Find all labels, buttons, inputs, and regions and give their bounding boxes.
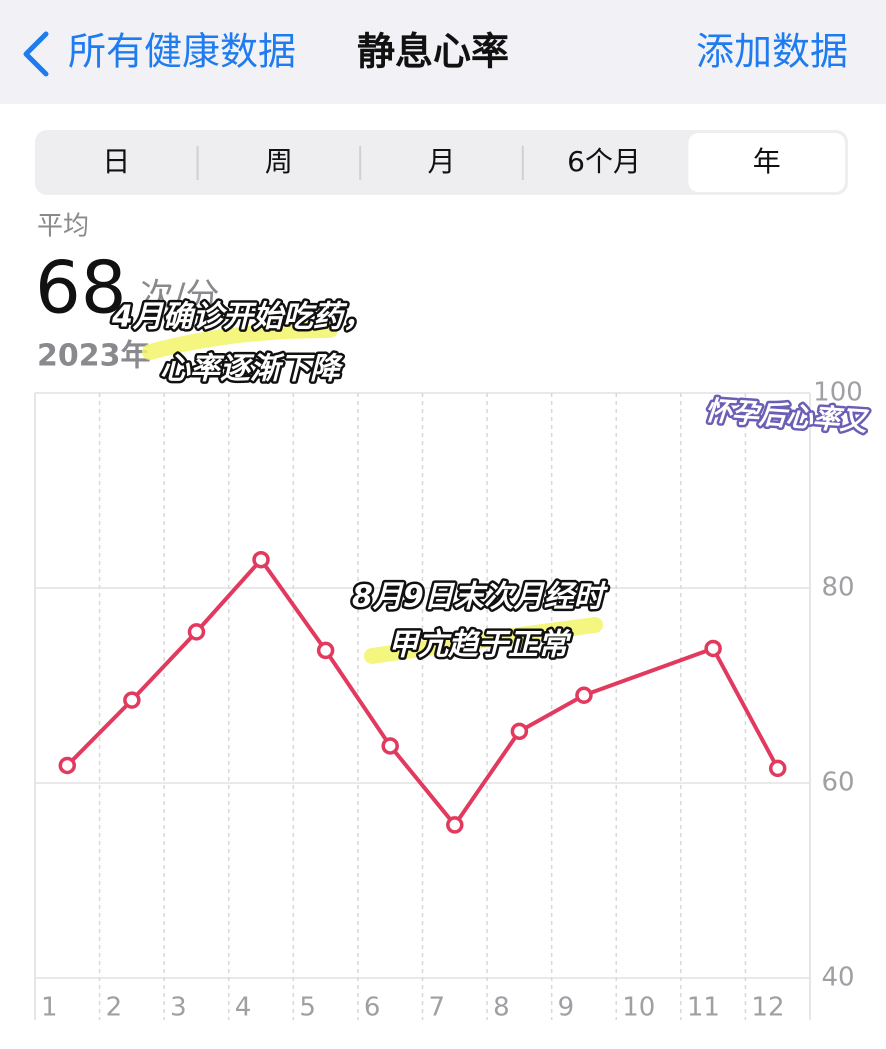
x-tick-label: 9 [558, 993, 575, 1023]
period: 2023年 [37, 339, 151, 374]
point [446, 816, 464, 834]
highlight [142, 322, 338, 360]
y-tick-label: 60 [821, 768, 854, 798]
point [575, 686, 593, 704]
point [704, 639, 722, 658]
average-value: 68 [35, 246, 127, 330]
segmented-control [35, 130, 848, 195]
x-tick-label: 11 [687, 993, 720, 1023]
y-tick-label: 80 [821, 573, 854, 603]
page-title: 静息心率 [357, 30, 509, 74]
point [58, 756, 77, 775]
segment[interactable]: 6个月 [567, 145, 641, 178]
point [187, 623, 206, 641]
annotation: 4月确诊开始吃药， [111, 300, 373, 335]
x-tick-label: 6 [364, 993, 381, 1023]
x-tick-label: 8 [493, 993, 510, 1023]
nav-bar [0, 0, 886, 104]
point [123, 691, 141, 709]
segment[interactable]: 周 [265, 145, 293, 178]
point [768, 759, 787, 778]
y-tick-label: 40 [821, 963, 854, 993]
x-tick-label: 3 [170, 993, 187, 1023]
segment[interactable]: 日 [102, 145, 130, 178]
x-tick-label: 10 [622, 993, 655, 1023]
point [316, 641, 335, 660]
average-unit: 次/分 [140, 277, 219, 317]
segment[interactable]: 年 [753, 145, 781, 178]
back-button[interactable]: 所有健康数据 [68, 30, 296, 74]
annotation: 8月9日末次月经时 [352, 580, 609, 615]
point [252, 550, 270, 569]
segment[interactable]: 月 [427, 145, 455, 178]
x-tick-label: 5 [299, 993, 316, 1023]
annotation: 甲亢趋于正常 [388, 628, 572, 663]
x-tick-label: 4 [235, 993, 252, 1023]
back-icon[interactable] [23, 31, 49, 77]
point [381, 737, 399, 755]
x-tick-label: 1 [41, 993, 58, 1023]
point [510, 722, 529, 741]
average-label: 平均 [37, 212, 89, 242]
annotation: 心率逐渐下降 [160, 352, 344, 387]
x-tick-label: 7 [429, 993, 446, 1023]
x-tick-label: 2 [106, 993, 123, 1023]
selected-segment [688, 133, 845, 192]
add-data-button[interactable]: 添加数据 [696, 30, 848, 74]
x-tick-label: 12 [751, 993, 784, 1023]
highlight [364, 617, 603, 664]
y-tick-label: 100 [813, 378, 863, 408]
